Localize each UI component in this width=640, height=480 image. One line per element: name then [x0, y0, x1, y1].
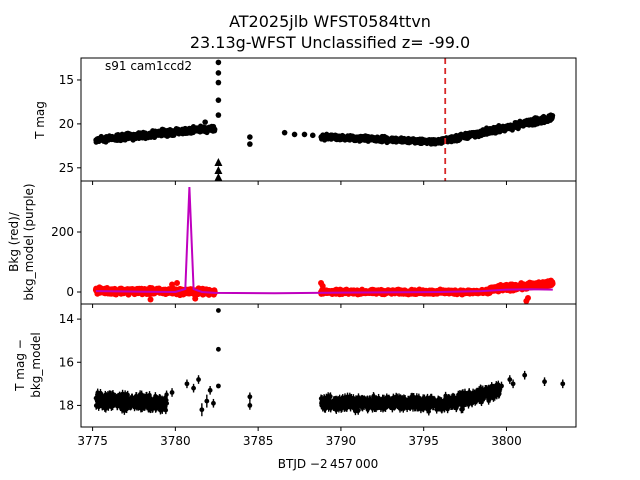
detection-point	[216, 383, 221, 389]
y-tick-label: 16	[59, 355, 74, 369]
x-tick-label: 3785	[243, 434, 274, 448]
detection-point	[196, 377, 201, 382]
residual-panel: 14 16 18 3775 3780 3785 3790 3795 3800	[59, 303, 577, 448]
data-point	[125, 392, 130, 398]
detection-point	[309, 132, 316, 139]
upper-limit-marker	[214, 243, 222, 251]
upper-limit-marker	[214, 213, 222, 221]
y-tick-label: 200	[51, 225, 74, 239]
bkg-point	[524, 295, 531, 301]
bkg-model-line	[95, 186, 553, 295]
detection-point	[560, 381, 566, 387]
light-curve-panel: 15 20 25	[59, 57, 577, 251]
axes-frame	[80, 303, 577, 428]
detection-point	[301, 131, 308, 138]
data-point	[328, 394, 333, 399]
detection-point	[499, 383, 504, 389]
upper-limit-marker	[214, 192, 222, 200]
background-panel: 0 200	[51, 180, 577, 308]
y-axis-label-line1: T mag −	[13, 339, 27, 392]
upper-limit-marker	[214, 227, 222, 235]
detection-point	[522, 372, 528, 378]
detection-point	[208, 123, 215, 130]
y-tick-label: 0	[66, 285, 74, 299]
detection-point	[247, 403, 253, 408]
data-point	[549, 113, 556, 119]
detection-point	[215, 70, 222, 76]
detection-point	[216, 308, 221, 313]
data-point	[497, 388, 502, 394]
detection-point	[184, 381, 190, 387]
detection-point	[169, 390, 175, 395]
detection-point	[281, 129, 288, 136]
data-point	[549, 280, 556, 287]
upper-limit-marker	[214, 172, 223, 181]
y-axis-label-line2: bkg_model (purple)	[22, 183, 36, 300]
bkg-point	[319, 283, 326, 289]
detection-point	[215, 59, 222, 66]
detection-point	[204, 398, 210, 404]
plot-area	[92, 186, 556, 304]
upper-limit-marker	[214, 158, 223, 167]
y-axis-label-line1: Bkg (red)/	[7, 211, 21, 272]
plot-area	[93, 58, 556, 251]
detection-point	[216, 346, 221, 352]
x-tick-label: 3795	[408, 434, 439, 448]
y-axis-label-line2: bkg_model	[29, 332, 43, 398]
axes-frame	[80, 57, 577, 182]
detection-point	[202, 119, 208, 125]
detection-point	[215, 97, 222, 103]
bkg-point	[147, 296, 154, 303]
bkg-point	[174, 280, 181, 286]
detection-point	[510, 381, 516, 387]
y-axis-label: T mag	[33, 101, 47, 140]
upper-limit-marker	[214, 199, 222, 207]
chart-title-line1: AT2025jlb WFST0584ttvn	[229, 12, 431, 31]
detection-point	[247, 134, 253, 140]
detection-point	[191, 385, 196, 391]
data-point	[466, 402, 471, 407]
detection-point	[507, 377, 513, 382]
upper-limit-marker	[214, 187, 222, 195]
data-point	[356, 408, 361, 413]
y-tick-label: 14	[59, 312, 74, 326]
y-tick-label: 25	[59, 161, 74, 175]
detection-point	[207, 387, 213, 393]
data-point	[164, 392, 169, 397]
detection-point	[291, 131, 298, 138]
upper-limit-marker	[214, 220, 222, 228]
bkg-point	[169, 281, 176, 288]
x-tick-label: 3780	[160, 434, 191, 448]
data-point	[163, 407, 169, 413]
upper-limit-marker	[214, 165, 223, 174]
y-tick-label: 15	[59, 73, 74, 87]
x-tick-label: 3800	[491, 434, 522, 448]
chart-title-line2: 23.13g-WFST Unclassified z= -99.0	[190, 33, 470, 52]
detection-point	[247, 394, 253, 400]
plot-area	[93, 308, 566, 417]
x-axis-label: BTJD −2 457 000	[278, 457, 378, 471]
data-point	[124, 406, 129, 412]
detection-point	[247, 141, 253, 147]
detection-point	[542, 379, 547, 385]
detection-point	[211, 400, 216, 406]
annotation: s91 cam1ccd2	[105, 59, 192, 73]
bkg-point	[192, 295, 199, 302]
y-tick-label: 20	[59, 117, 74, 131]
x-tick-label: 3775	[77, 434, 108, 448]
data-point	[164, 401, 170, 406]
detection-point	[215, 112, 222, 118]
y-tick-label: 18	[59, 398, 74, 412]
upper-limit-marker	[214, 206, 222, 214]
detection-point	[215, 79, 222, 86]
detection-point	[199, 407, 205, 413]
x-tick-label: 3790	[326, 434, 357, 448]
